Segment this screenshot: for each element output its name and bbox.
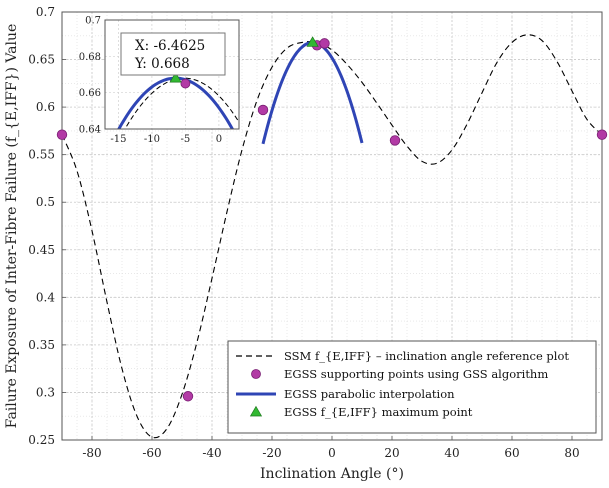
supporting-point bbox=[319, 38, 330, 49]
legend-swatch-maximum bbox=[249, 405, 263, 417]
y-tick-label: 0.25 bbox=[28, 433, 55, 447]
inset-frame bbox=[104, 19, 240, 130]
data-tip-box bbox=[120, 32, 226, 76]
inset-x-tick-label: -15 bbox=[110, 134, 126, 145]
data-tip-y: Y: 0.668 bbox=[134, 56, 190, 72]
legend-label-parabola: EGSS parabolic interpolation bbox=[284, 387, 455, 401]
main-ticks: -80 -60 -40 -20 0 20 40 60 80 0.25 0.3 0.35 0.4 0.45 0… bbox=[28, 5, 579, 460]
legend-label-supporting: EGSS supporting points using GSS algorit… bbox=[284, 367, 548, 381]
x-tick-label: -40 bbox=[202, 446, 221, 460]
inset-y-tick-label: 0.64 bbox=[79, 125, 101, 136]
x-tick-label: 40 bbox=[444, 446, 459, 460]
y-tick-label: 0.55 bbox=[28, 148, 55, 162]
y-tick-label: 0.45 bbox=[28, 243, 55, 257]
legend: SSM f_{E,IFF} – inclination angle refere… bbox=[227, 340, 597, 434]
y-tick-label: 0.4 bbox=[36, 290, 55, 304]
data-tip: X: -6.4625 Y: 0.668 bbox=[120, 32, 226, 76]
x-tick-label: 20 bbox=[384, 446, 399, 460]
inset-y-tick-label: 0.68 bbox=[79, 52, 101, 63]
y-tick-label: 0.5 bbox=[36, 195, 55, 209]
y-tick-label: 0.3 bbox=[36, 385, 55, 399]
maximum-point bbox=[306, 36, 319, 47]
legend-label-maximum: EGSS f_{E,IFF} maximum point bbox=[284, 405, 473, 419]
data-tip-x: X: -6.4625 bbox=[135, 38, 205, 54]
legend-label-reference: SSM f_{E,IFF} – inclination angle refere… bbox=[284, 349, 569, 363]
x-tick-label: 60 bbox=[504, 446, 519, 460]
inset-x-tick-label: 0 bbox=[216, 134, 222, 145]
inset-y-tick-label: 0.66 bbox=[79, 88, 101, 99]
x-tick-label: -80 bbox=[82, 446, 101, 460]
supporting-point bbox=[257, 104, 269, 116]
y-tick-label: 0.7 bbox=[36, 5, 55, 19]
x-axis-label: Inclination Angle (°) bbox=[260, 466, 404, 482]
x-tick-label: -60 bbox=[142, 446, 161, 460]
supporting-point bbox=[389, 135, 401, 146]
x-tick-label: 80 bbox=[564, 446, 579, 460]
supporting-point bbox=[596, 129, 608, 140]
main-series bbox=[56, 34, 608, 439]
y-tick-label: 0.6 bbox=[36, 100, 55, 114]
inset-supporting-point bbox=[180, 78, 191, 89]
inset-x-tick-label: -10 bbox=[144, 134, 160, 145]
supporting-point bbox=[182, 391, 194, 402]
y-tick-label: 0.35 bbox=[28, 338, 55, 352]
y-axis-label: Failure Exposure of Inter-Fibre Failure … bbox=[4, 24, 20, 429]
inset-y-tick-label: 0.7 bbox=[85, 16, 101, 27]
supporting-point bbox=[56, 129, 68, 140]
inset-series bbox=[117, 71, 239, 129]
inset-x-tick-label: -5 bbox=[181, 134, 191, 145]
x-tick-label: -20 bbox=[262, 446, 281, 460]
reference-curve bbox=[61, 34, 603, 439]
inset-ticks: -15 -10 -5 0 0.64 0.66 0.68 0.7 bbox=[79, 16, 222, 146]
y-tick-label: 0.65 bbox=[28, 53, 55, 67]
x-tick-label: 0 bbox=[328, 446, 336, 460]
legend-swatch-supporting bbox=[251, 369, 261, 379]
legend-box bbox=[227, 340, 597, 434]
inset-maximum-point bbox=[169, 71, 182, 83]
